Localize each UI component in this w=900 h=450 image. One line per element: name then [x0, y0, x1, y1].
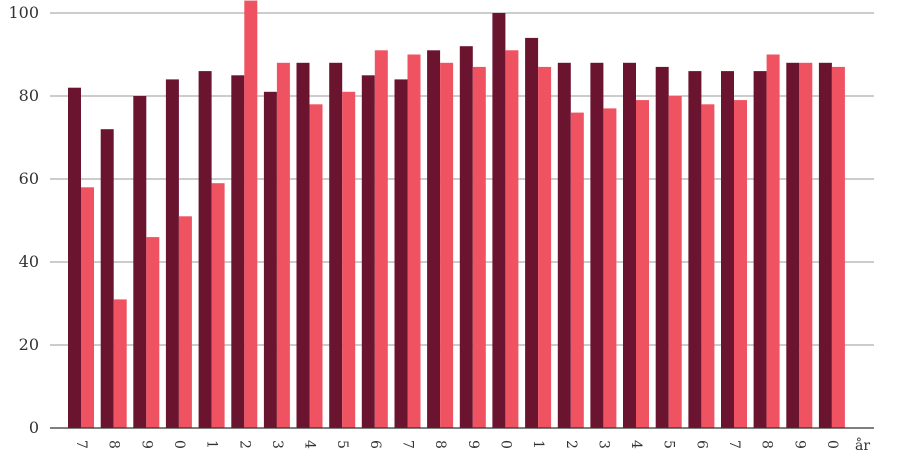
- x-tick-label: 7: [400, 440, 416, 449]
- x-tick-label: 7: [726, 440, 742, 449]
- bar-series-b: [407, 54, 421, 428]
- bar-series-a: [786, 62, 800, 429]
- bar-series-b: [374, 50, 388, 429]
- bar-series-a: [459, 46, 473, 428]
- x-tick-label: 3: [595, 440, 611, 449]
- bar-series-b: [81, 187, 94, 428]
- bar-series-b: [570, 112, 584, 428]
- bar-series-a: [557, 62, 571, 429]
- bar-series-b: [211, 183, 225, 428]
- bar-series-a: [721, 71, 734, 428]
- x-tick-label: 9: [791, 440, 807, 449]
- y-tick-label: 80: [19, 86, 39, 105]
- bar-series-a: [329, 62, 343, 429]
- bar-series-a: [361, 75, 375, 429]
- x-tick-label: 1: [530, 440, 546, 449]
- bar-series-a: [818, 62, 832, 429]
- bar-series-a: [623, 62, 636, 429]
- bar-series-a: [753, 71, 767, 428]
- bar-series-a: [198, 71, 212, 428]
- bar-series-b: [701, 104, 715, 429]
- x-tick-label: 2: [563, 440, 579, 449]
- bar-series-a: [427, 50, 441, 429]
- bar-series-b: [668, 96, 682, 428]
- bar-series-a: [231, 75, 245, 429]
- bar-series-b: [799, 62, 813, 429]
- bar-series-a: [165, 79, 179, 429]
- x-tick-label: 0: [824, 440, 840, 449]
- x-tick-label: 6: [693, 440, 709, 449]
- y-axis-ticks: 0 20 40 60 80 100: [8, 3, 39, 437]
- x-tick-label: 0: [171, 440, 187, 449]
- x-tick-label: 5: [334, 440, 350, 449]
- x-tick-label: 4: [628, 440, 644, 449]
- x-axis-ticks: 7 8 9 0 1 2 3 4 5 6 7 8 9 0 1 2 3 4 5 6 7 8 9 0: [73, 440, 840, 449]
- bar-series-b: [734, 100, 747, 428]
- x-tick-label: 8: [432, 440, 448, 449]
- bar-series-b: [831, 66, 845, 429]
- bar-series-a: [492, 13, 506, 428]
- x-tick-label: 2: [236, 440, 252, 449]
- x-tick-label: 3: [269, 440, 285, 449]
- x-tick-label: 8: [759, 440, 775, 449]
- bar-series-b: [636, 100, 649, 428]
- bar-series-a: [394, 79, 408, 429]
- bar-series-b: [603, 108, 617, 429]
- bar-series-b: [440, 62, 454, 429]
- y-tick-label: 0: [29, 418, 39, 437]
- x-tick-label: 4: [302, 440, 318, 449]
- bar-series-a: [655, 66, 669, 429]
- y-tick-label: 100: [8, 3, 39, 22]
- bar-series-a: [133, 96, 147, 428]
- x-axis-unit-label: år: [855, 437, 870, 450]
- y-tick-label: 60: [19, 169, 39, 188]
- y-tick-label: 20: [19, 335, 39, 354]
- bar-series-a: [688, 71, 702, 428]
- bar-series-b: [244, 0, 258, 428]
- bar-series-b: [472, 66, 486, 429]
- bar-series-b: [766, 54, 780, 428]
- bar-series-b: [276, 62, 290, 429]
- y-tick-label: 40: [19, 252, 39, 271]
- bar-series-a: [263, 91, 277, 429]
- x-tick-label: 0: [497, 440, 513, 449]
- x-tick-label: 8: [106, 440, 122, 449]
- bar-series-b: [342, 91, 356, 429]
- bar-series-a: [590, 62, 604, 429]
- bar-series-a: [525, 37, 539, 429]
- bar-series-a: [296, 62, 310, 429]
- x-tick-label: 9: [465, 440, 481, 449]
- bar-series-b: [113, 299, 127, 428]
- x-tick-label: 9: [138, 440, 154, 449]
- x-tick-label: 6: [367, 440, 383, 449]
- x-tick-label: 1: [204, 440, 220, 449]
- bar-series-a: [100, 129, 114, 428]
- bar-series-b: [146, 237, 160, 428]
- bar-series-b: [309, 104, 323, 429]
- bar-series-b: [178, 216, 192, 428]
- x-tick-label: 5: [661, 440, 677, 449]
- bars: [68, 0, 845, 429]
- bar-series-b: [505, 50, 519, 429]
- x-tick-label: 7: [73, 440, 89, 449]
- bar-series-a: [68, 87, 81, 428]
- bar-series-b: [538, 66, 552, 429]
